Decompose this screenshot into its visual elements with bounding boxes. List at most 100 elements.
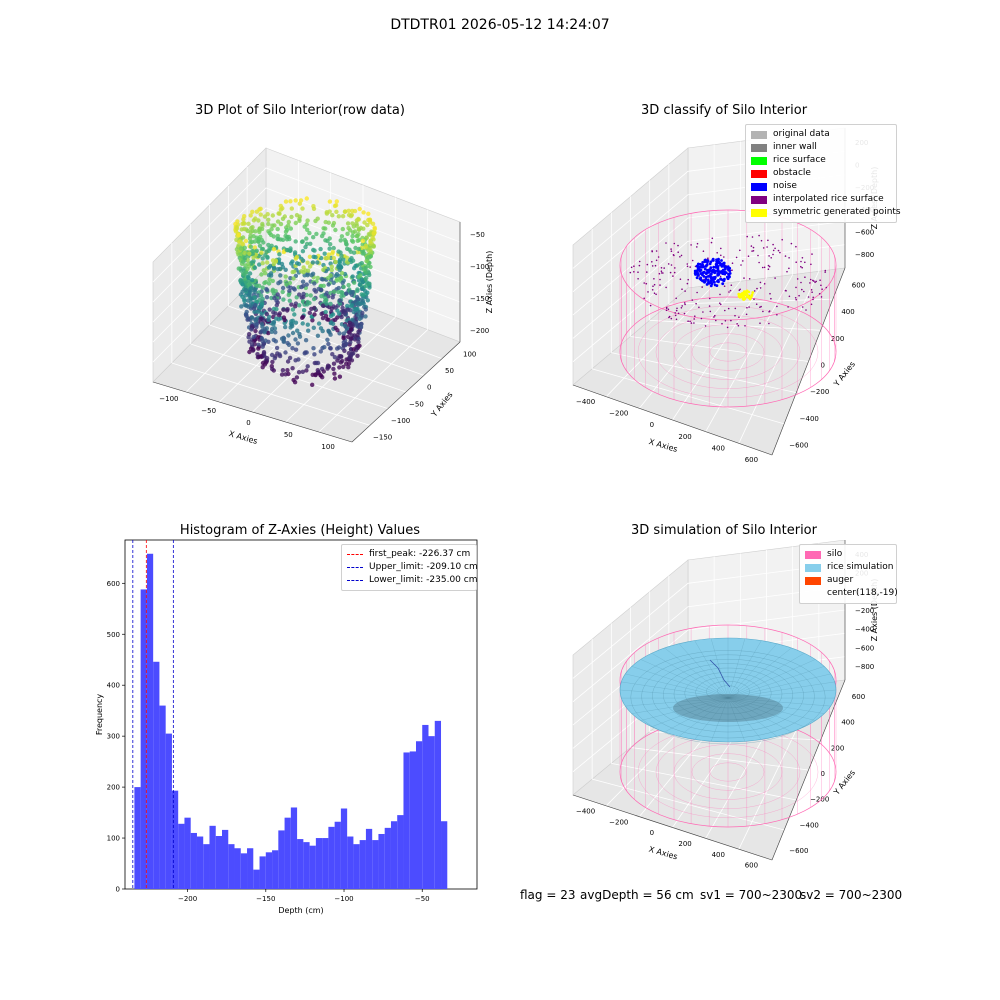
scatter-point bbox=[318, 246, 323, 252]
rice-mesh-spoke bbox=[664, 647, 729, 699]
interpolated-point bbox=[687, 320, 689, 322]
interpolated-point bbox=[795, 245, 797, 248]
scatter-point bbox=[365, 298, 370, 303]
scatter-point bbox=[353, 245, 358, 251]
interpolated-point bbox=[763, 283, 766, 285]
interpolated-point bbox=[776, 305, 778, 308]
scatter-point bbox=[366, 263, 371, 269]
interpolated-point bbox=[665, 306, 668, 309]
scatter-point bbox=[247, 271, 253, 276]
y-tick-label: −600 bbox=[789, 442, 808, 450]
scatter-point bbox=[299, 239, 305, 244]
histogram-bar bbox=[196, 836, 204, 889]
scatter-point bbox=[315, 368, 320, 373]
scatter-point bbox=[304, 196, 309, 201]
interpolated-point bbox=[687, 278, 689, 281]
scatter-point bbox=[331, 289, 337, 294]
interpolated-point bbox=[691, 299, 694, 301]
scatter-point bbox=[338, 360, 344, 365]
scatter-point bbox=[250, 251, 255, 257]
interpolated-point bbox=[720, 247, 722, 250]
x-tick-label: −200 bbox=[609, 818, 628, 826]
rice-mesh-spoke bbox=[678, 697, 729, 737]
scatter-point bbox=[300, 315, 305, 320]
interpolated-point bbox=[701, 286, 703, 288]
interpolated-point bbox=[643, 297, 645, 300]
legend-label: symmetric generated points bbox=[773, 207, 901, 217]
sv2-text: sv2 = 700~2300 bbox=[800, 888, 903, 902]
scatter-point bbox=[252, 265, 258, 270]
noise-point bbox=[717, 261, 720, 265]
scatter-point bbox=[251, 218, 257, 223]
scatter-point bbox=[346, 225, 351, 231]
rice-mesh-spoke bbox=[651, 653, 729, 699]
histogram-bar bbox=[384, 827, 391, 889]
interpolated-point bbox=[756, 287, 758, 290]
scatter-point bbox=[264, 311, 269, 317]
interpolated-point bbox=[770, 297, 772, 300]
scatter-point bbox=[332, 371, 337, 376]
interpolated-point bbox=[770, 257, 772, 259]
scatter-point bbox=[280, 285, 286, 291]
interpolated-point bbox=[689, 266, 691, 268]
interpolated-point bbox=[724, 309, 726, 312]
x-tick-label: −100 bbox=[159, 395, 178, 403]
interpolated-point bbox=[820, 284, 822, 287]
scatter-point bbox=[322, 295, 328, 300]
scatter-point bbox=[322, 345, 327, 350]
interpolated-point bbox=[815, 280, 817, 283]
scatter-point bbox=[329, 264, 334, 269]
interpolated-point bbox=[796, 278, 799, 280]
interpolated-point bbox=[768, 322, 770, 325]
scatter-point bbox=[324, 301, 329, 306]
scatter-point bbox=[288, 226, 293, 231]
interpolated-point bbox=[675, 318, 678, 321]
scatter-point bbox=[312, 305, 317, 311]
interpolated-point bbox=[680, 254, 683, 257]
noise-point bbox=[706, 278, 710, 282]
scatter-point bbox=[342, 209, 348, 214]
rice-mesh-spoke bbox=[619, 689, 729, 699]
interpolated-point bbox=[755, 303, 758, 305]
scatter-point bbox=[354, 307, 359, 312]
scatter-point bbox=[259, 329, 264, 334]
legend-entry: silo bbox=[805, 548, 891, 561]
scatter-point bbox=[312, 352, 317, 357]
histogram-bar bbox=[253, 869, 260, 889]
x-axis-label: Depth (cm) bbox=[278, 906, 323, 915]
legend-swatch bbox=[805, 590, 821, 598]
y-axis-label: Y Axies bbox=[831, 360, 857, 389]
scatter-point bbox=[285, 308, 290, 313]
histogram-legend: first_peak: -226.37 cm Upper_limit: -209.… bbox=[341, 544, 478, 591]
rice-mesh-spoke bbox=[727, 653, 805, 699]
scatter-point bbox=[352, 229, 358, 234]
interpolated-point bbox=[768, 265, 771, 268]
legend-label: obstacle bbox=[773, 168, 811, 178]
scatter-point bbox=[283, 267, 288, 272]
rice-mesh-spoke bbox=[727, 659, 816, 699]
scatter-point bbox=[330, 352, 335, 357]
scatter-point bbox=[279, 336, 285, 341]
interpolated-point bbox=[801, 266, 803, 269]
noise-point bbox=[703, 260, 707, 264]
interpolated-point bbox=[694, 315, 696, 317]
scatter-point bbox=[297, 331, 302, 337]
interpolated-point bbox=[675, 309, 678, 312]
scatter-point bbox=[333, 203, 339, 208]
noise-point bbox=[701, 261, 705, 264]
interpolated-point bbox=[735, 256, 738, 259]
scatter-point bbox=[234, 237, 239, 242]
scatter-point bbox=[250, 278, 255, 283]
interpolated-point bbox=[670, 264, 673, 266]
scatter-point bbox=[270, 288, 275, 294]
histogram-bar bbox=[140, 589, 147, 889]
interpolated-point bbox=[809, 278, 812, 281]
histogram-bar bbox=[178, 823, 185, 889]
interpolated-point bbox=[670, 248, 672, 250]
scatter-point bbox=[337, 260, 343, 265]
interpolated-point bbox=[724, 320, 727, 322]
scatter-point bbox=[265, 260, 270, 265]
scatter-point bbox=[259, 247, 265, 252]
x-tick-label: −100 bbox=[334, 895, 353, 903]
scatter-point bbox=[272, 295, 277, 301]
